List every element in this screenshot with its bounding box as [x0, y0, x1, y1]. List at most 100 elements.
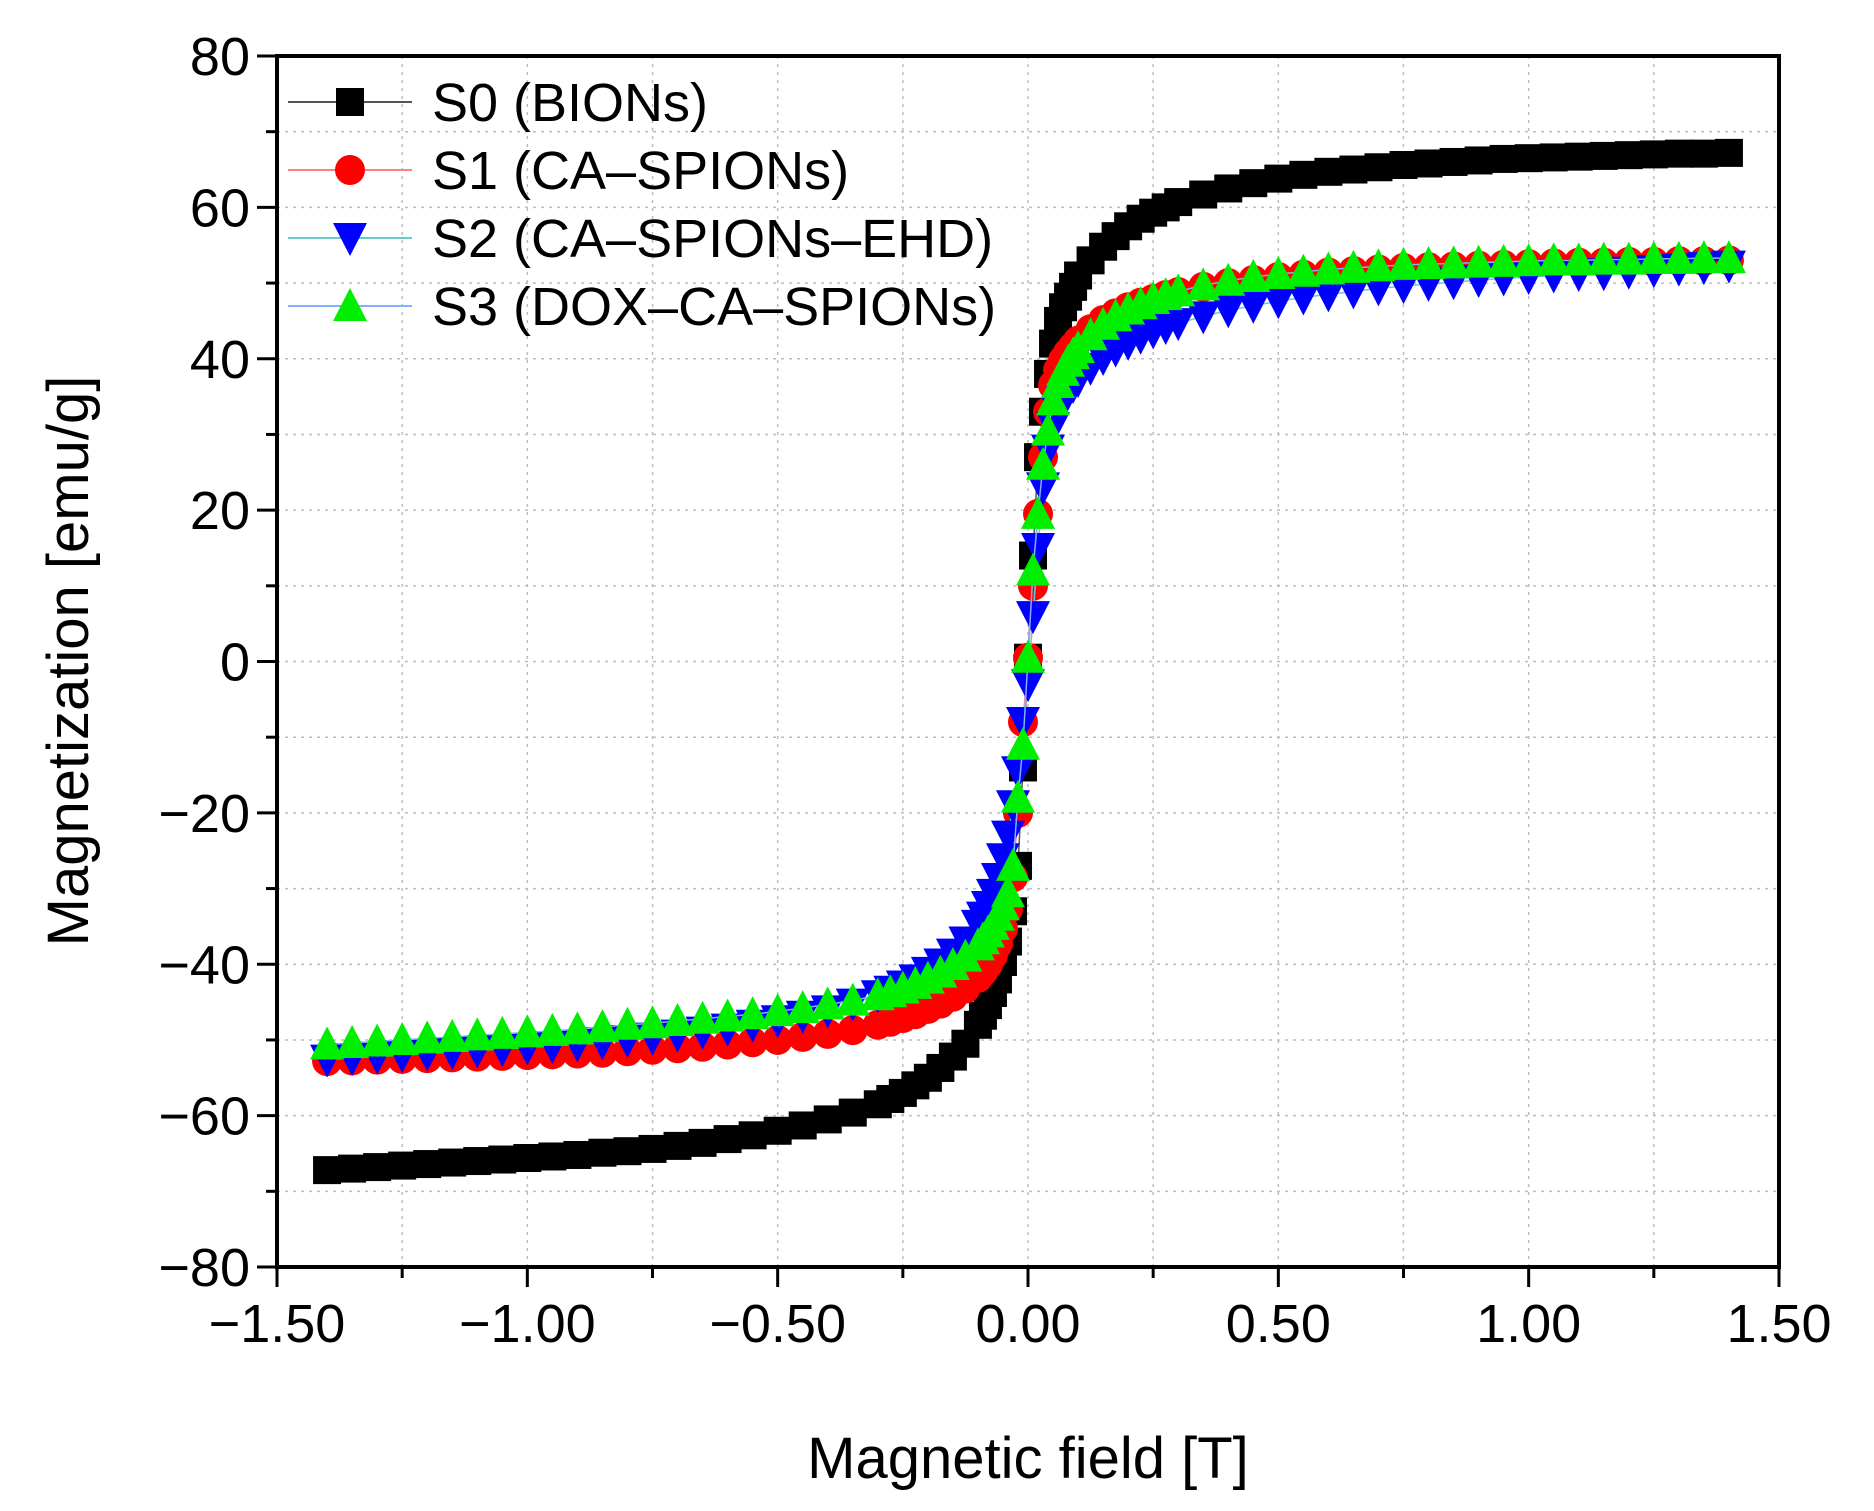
data-point [810, 986, 845, 1020]
y-tick-label: −40 [158, 935, 250, 995]
data-point [1000, 756, 1035, 790]
data-point [1336, 276, 1371, 310]
data-point [1436, 245, 1471, 279]
data-point [1586, 241, 1621, 275]
data-point [1189, 180, 1218, 209]
data-point [1639, 140, 1668, 169]
data-point [685, 1000, 720, 1034]
data-point [760, 993, 795, 1027]
data-point [1214, 174, 1243, 203]
x-tick-label: 1.00 [1476, 1294, 1581, 1354]
data-point [1464, 146, 1493, 175]
series-3 [310, 240, 1746, 1060]
data-point [688, 1128, 717, 1157]
data-point [1211, 262, 1246, 296]
data-point [463, 1147, 492, 1176]
data-point [1361, 248, 1396, 282]
data-point [1361, 273, 1396, 307]
data-point [1561, 242, 1596, 276]
data-point [363, 1153, 392, 1182]
data-point [735, 996, 770, 1030]
x-tick-label: 1.50 [1726, 1294, 1831, 1354]
data-point [460, 1017, 495, 1051]
data-point [1261, 286, 1296, 320]
data-point [1686, 240, 1721, 274]
data-point [1461, 244, 1496, 278]
data-point [338, 1154, 367, 1183]
data-point [738, 1121, 767, 1150]
data-point [563, 1140, 592, 1169]
series-layer [310, 138, 1746, 1185]
data-point [588, 1138, 617, 1167]
data-point [1589, 141, 1618, 170]
data-point [1161, 308, 1196, 342]
data-point [1289, 160, 1318, 189]
data-point [310, 1026, 345, 1060]
data-point [1564, 142, 1593, 171]
y-tick-label: −80 [158, 1238, 250, 1298]
data-point [713, 1125, 742, 1154]
data-point [1286, 253, 1321, 287]
data-point [1239, 169, 1268, 198]
data-point [1311, 251, 1346, 285]
data-point [990, 874, 1025, 908]
data-point [1689, 139, 1718, 168]
data-point [1036, 382, 1071, 416]
legend-label: S1 (CA–SPIONs) [432, 141, 849, 201]
x-tick-label: −1.50 [209, 1294, 346, 1354]
data-point [1011, 669, 1045, 703]
data-point [837, 1015, 868, 1046]
data-point [1714, 138, 1743, 167]
data-point [660, 1003, 695, 1037]
data-point [1389, 150, 1418, 179]
data-point [388, 1151, 417, 1180]
y-tick-label: 0 [220, 633, 250, 693]
data-point [535, 1012, 570, 1046]
data-point [1236, 259, 1271, 293]
data-point [1186, 301, 1221, 335]
data-point [638, 1134, 667, 1163]
data-point [1161, 273, 1196, 307]
data-point [1164, 188, 1193, 217]
data-point [513, 1144, 542, 1173]
data-point [1336, 249, 1371, 283]
data-point [1016, 601, 1051, 635]
data-point [1414, 149, 1443, 178]
legend-marker [335, 155, 365, 185]
data-point [1711, 240, 1746, 274]
y-tick-label: 60 [190, 178, 250, 238]
data-point [788, 1111, 817, 1140]
data-point [1311, 279, 1346, 313]
data-point [610, 1006, 645, 1040]
data-point [1005, 726, 1040, 760]
data-point [1364, 153, 1393, 182]
data-point [1636, 240, 1671, 274]
data-point [990, 820, 1025, 854]
y-tick-label: −20 [158, 784, 250, 844]
data-point [1539, 143, 1568, 172]
data-point [1536, 242, 1571, 276]
data-point [335, 1024, 370, 1058]
data-point [1314, 157, 1343, 186]
data-point [360, 1023, 395, 1057]
x-tick-label: 0.50 [1226, 1294, 1331, 1354]
data-point [438, 1148, 467, 1177]
legend-label: S0 (BIONs) [432, 73, 708, 133]
data-point [488, 1145, 517, 1174]
data-point [995, 847, 1030, 881]
data-point [812, 1018, 843, 1049]
y-tick-label: 80 [190, 27, 250, 87]
data-point [710, 998, 745, 1032]
data-point [1021, 495, 1056, 529]
y-axis-title: Magnetization [emu/g] [36, 376, 101, 947]
data-point [435, 1018, 470, 1052]
data-point [1514, 144, 1543, 173]
data-point [1005, 707, 1040, 741]
data-point [1000, 779, 1035, 813]
data-point [313, 1156, 342, 1185]
data-point [1264, 164, 1293, 193]
data-point [1411, 246, 1446, 280]
x-tick-label: −0.50 [709, 1294, 846, 1354]
data-point [813, 1105, 842, 1134]
